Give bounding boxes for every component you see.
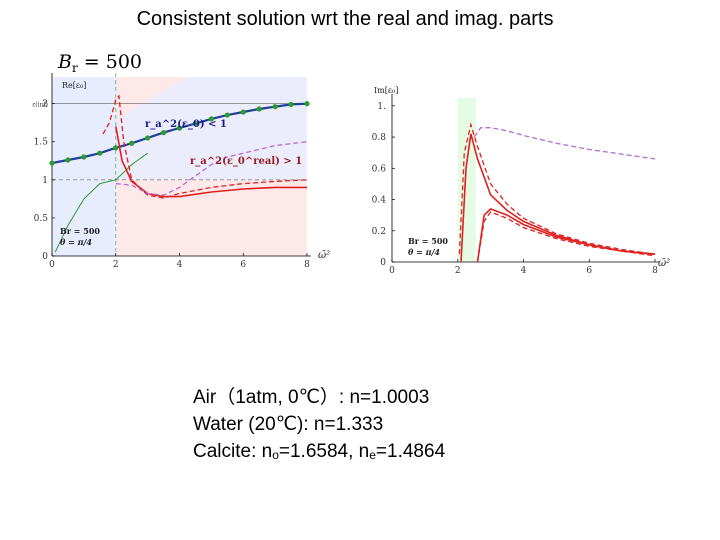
imag-x-tick-label: 8 bbox=[652, 266, 658, 276]
real-series-0-point bbox=[272, 104, 278, 110]
imag-x-tick-label: 2 bbox=[455, 266, 461, 276]
real-params-theta: θ = π/4 bbox=[60, 237, 92, 247]
imag-y-axis-label: Im[ε₀] bbox=[374, 86, 398, 95]
real-x-tick-label: 2 bbox=[113, 260, 119, 270]
note-calcite: Calcite: no=1.6584, ne=1.4864 bbox=[193, 438, 445, 469]
imag-x-axis-label: ω̄² bbox=[658, 258, 670, 269]
imag-y-tick-label: 0 bbox=[380, 258, 386, 268]
real-series-0-point bbox=[65, 157, 71, 163]
real-region-blue-upper bbox=[115, 77, 307, 180]
br-value: = 500 bbox=[83, 51, 142, 73]
real-x-axis-label: ω̄² bbox=[318, 250, 330, 261]
imag-y-tick-label: 0.4 bbox=[372, 196, 387, 206]
real-y-tick-label: 1 bbox=[42, 176, 48, 186]
real-y-eps-inf-label: ε(inf) bbox=[32, 102, 48, 109]
calcite-o-sub: o bbox=[272, 448, 279, 462]
real-series-0-point bbox=[113, 145, 119, 151]
real-x-tick-label: 6 bbox=[240, 260, 246, 270]
imag-series-2-red_solid bbox=[460, 133, 656, 263]
real-y-axis-label: Re[ε₀] bbox=[62, 81, 86, 90]
imag-x-tick-label: 0 bbox=[389, 266, 395, 276]
imag-params-br: Br = 500 bbox=[408, 236, 448, 246]
slide-title: Consistent solution wrt the real and ima… bbox=[136, 8, 554, 30]
imag-x-tick-label: 4 bbox=[521, 266, 527, 276]
real-series-1-green_thin bbox=[54, 152, 148, 253]
imag-params-theta: θ = π/4 bbox=[408, 247, 440, 257]
refractive-index-notes: Air（1atm, 0℃）: n=1.0003 Water (20℃): n=1… bbox=[193, 384, 445, 469]
real-series-0-point bbox=[288, 101, 294, 108]
real-series-2-red_dashed bbox=[102, 94, 308, 199]
real-series-0-point bbox=[145, 135, 151, 141]
imag-y-tick-label: 0.2 bbox=[372, 227, 386, 237]
calcite-e-sub: e bbox=[369, 448, 376, 462]
br-header-label: Br = 500 bbox=[58, 51, 142, 75]
imag-y-tick-label: 1. bbox=[377, 102, 386, 112]
real-series-4-purple_dashed bbox=[115, 141, 308, 196]
imag-series-4-red_dashed bbox=[476, 211, 656, 263]
imag-x-tick-label: 6 bbox=[586, 266, 592, 276]
real-y-tick-label: 2 bbox=[42, 100, 48, 110]
br-subscript: r bbox=[71, 61, 78, 75]
real-x-tick-label: 0 bbox=[49, 260, 55, 270]
imag-y-tick-label: 0.6 bbox=[372, 164, 387, 174]
real-series-0-point bbox=[256, 106, 262, 112]
note-air: Air（1atm, 0℃）: n=1.0003 bbox=[193, 387, 430, 408]
real-series-0-point bbox=[160, 130, 167, 136]
real-y-tick-label: 0 bbox=[42, 252, 48, 262]
imag-y-tick-label: 0.8 bbox=[372, 133, 387, 143]
real-series-0-point bbox=[176, 125, 183, 131]
calcite-prefix: Calcite: n bbox=[193, 441, 273, 462]
imag-series-0-purple_dashed bbox=[473, 127, 656, 160]
real-series-0-point bbox=[97, 150, 103, 156]
real-y-tick-label: 1.5 bbox=[34, 138, 49, 148]
real-y-tick-label: 0.5 bbox=[34, 214, 49, 224]
imag-green-band bbox=[457, 98, 476, 262]
real-x-tick-label: 4 bbox=[177, 260, 183, 270]
annotation-region-blue: r_a^2(ε_0) < 1 bbox=[145, 119, 227, 130]
annotation-region-pink: r_a^2(ε_0^real) > 1 bbox=[190, 156, 302, 167]
real-x-tick-label: 8 bbox=[304, 260, 310, 270]
real-series-0-point bbox=[81, 154, 87, 160]
real-region-blue bbox=[52, 77, 116, 256]
calcite-o-value: =1.6584, n bbox=[278, 441, 370, 462]
real-series-0-point bbox=[49, 160, 55, 166]
real-series-0-point bbox=[192, 120, 199, 127]
br-symbol: B bbox=[58, 51, 72, 73]
imag-series-1-red_dashed bbox=[458, 122, 656, 255]
real-series-0-point bbox=[224, 112, 230, 118]
real-series-0-point bbox=[240, 109, 246, 115]
note-water: Water (20℃): n=1.333 bbox=[193, 414, 384, 435]
calcite-e-value: =1.4864 bbox=[375, 441, 446, 462]
real-series-3-red_solid bbox=[115, 126, 307, 198]
real-series-0-point bbox=[304, 101, 310, 107]
real-series-0-point bbox=[129, 140, 135, 146]
real-series-0-point bbox=[208, 116, 214, 122]
real-params-br: Br = 500 bbox=[60, 226, 100, 236]
